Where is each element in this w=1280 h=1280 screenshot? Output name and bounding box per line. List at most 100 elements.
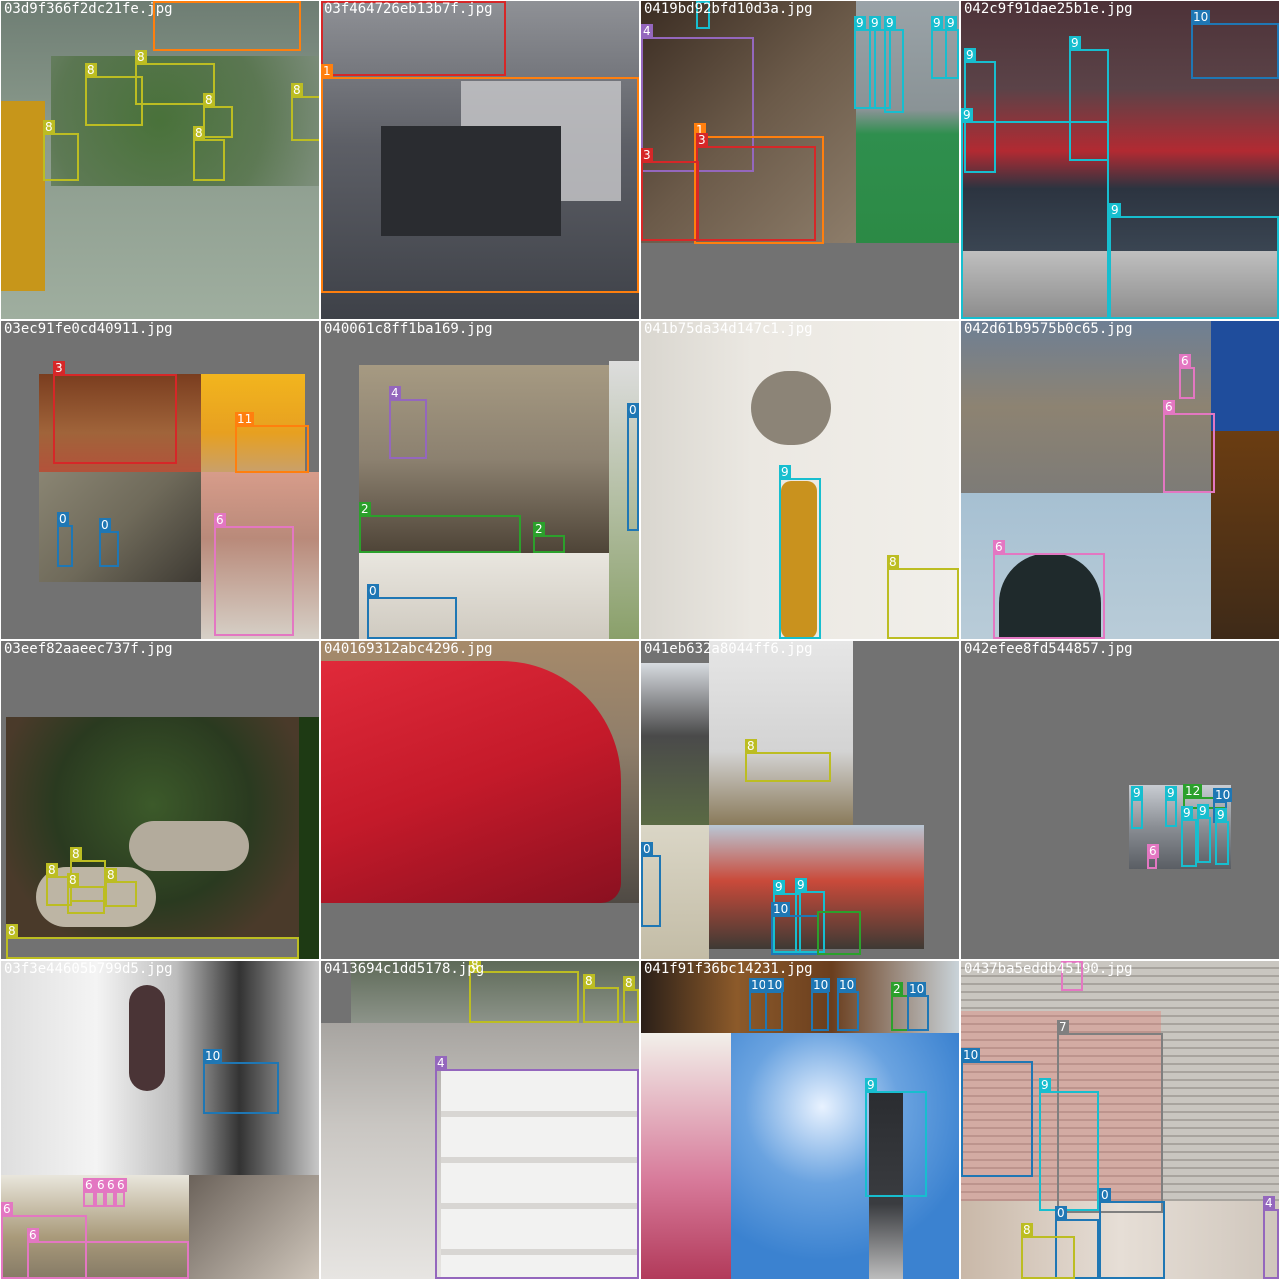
bbox-label: 0 — [641, 842, 653, 856]
bbox-label: 10 — [811, 978, 831, 992]
bbox-label: 8 — [623, 976, 635, 990]
bbox-label: 9 — [1181, 806, 1193, 820]
tile-13[interactable]: 0413694c1dd5178.jpg 8 8 8 4 — [321, 961, 639, 1279]
photo — [641, 1, 856, 243]
tile-12[interactable]: 03f3e44605b799d5.jpg 10 6 6 6 6 6 6 — [1, 961, 319, 1279]
photo-street — [39, 472, 201, 582]
bbox: 9 — [1197, 804, 1211, 863]
bbox-label: 8 — [85, 63, 97, 77]
bbox: 8 — [6, 924, 299, 959]
bbox: 6 — [27, 1228, 189, 1279]
bbox-label: 1 — [321, 64, 333, 78]
tile-filename: 0437ba5eddb45190.jpg — [964, 961, 1133, 977]
bbox-label: 6 — [1061, 961, 1073, 962]
tile-7[interactable]: 042d61b9575b0c65.jpg 6 6 6 — [961, 321, 1279, 639]
bbox-label: 6 — [105, 1178, 117, 1192]
bbox: 8 — [745, 739, 831, 782]
bbox-label: 2 — [359, 502, 371, 516]
bbox: 6 — [83, 1178, 95, 1207]
bbox-label: 11 — [235, 412, 255, 426]
bbox-label: 6 — [27, 1228, 39, 1242]
bbox-label: 8 — [70, 847, 82, 861]
bbox: 9 — [884, 16, 904, 113]
photo — [359, 365, 609, 553]
tile-5[interactable]: 040061c8ff1ba169.jpg 4 2 2 0 0 — [321, 321, 639, 639]
tile-filename: 040061c8ff1ba169.jpg — [324, 321, 493, 337]
photo-dresser — [39, 374, 201, 472]
bbox-label: 9 — [931, 16, 943, 30]
bbox-label: 8 — [193, 126, 205, 140]
bbox: 9 — [1181, 806, 1197, 867]
bbox: 6 — [105, 1178, 117, 1207]
tile-15[interactable]: 0437ba5eddb45190.jpg 6 7 10 9 0 0 8 4 — [961, 961, 1279, 1279]
bbox-label: 10 — [203, 1049, 223, 1063]
tile-1[interactable]: 03f464726eb13b7f.jpg 1 — [321, 1, 639, 319]
bbox: 0 — [367, 584, 457, 639]
bbox: 9 — [795, 878, 825, 953]
photo-right-strip — [299, 717, 319, 959]
tile-14[interactable]: 041f91f36bc14231.jpg 10 10 10 10 2 10 9 — [641, 961, 959, 1279]
tile-11[interactable]: 042efee8fd544857.jpg 9 9 12 10 9 9 9 6 — [961, 641, 1279, 959]
photo-house — [641, 663, 709, 825]
bbox-label: 4 — [641, 24, 653, 38]
bbox: 10 — [765, 978, 785, 1031]
bbox-label: 9 — [964, 48, 976, 62]
bbox: 0 — [627, 403, 639, 531]
bbox-label: 9 — [1109, 203, 1121, 217]
photo-red-car — [321, 661, 621, 903]
bbox-label: 9 — [869, 16, 881, 30]
tile-filename: 03eef82aaeec737f.jpg — [4, 641, 173, 657]
bbox: 3 — [53, 361, 177, 464]
bbox: 3 — [696, 133, 816, 241]
bbox-label: 9 — [773, 880, 785, 894]
tile-3[interactable]: 042c9f91dae25b1e.jpg 10 9 9 9 9 — [961, 1, 1279, 319]
bbox-label: 6 — [115, 1178, 127, 1192]
tile-4[interactable]: 03ec91fe0cd40911.jpg 3 11 0 0 6 — [1, 321, 319, 639]
bbox-label: 10 — [749, 978, 769, 992]
bbox-label: 4 — [435, 1056, 447, 1070]
tile-6[interactable]: 041b75da34d147c1.jpg 9 8 — [641, 321, 959, 639]
bbox-label: 9 — [779, 465, 791, 479]
photo-bonsai — [709, 641, 853, 825]
photo-mirror — [129, 985, 165, 1091]
bbox: 4 — [1263, 1196, 1279, 1279]
bbox: 1 — [694, 123, 824, 244]
tile-9[interactable]: 040169312abc4296.jpg — [321, 641, 639, 959]
bbox-label: 2 — [891, 982, 903, 996]
bbox-label: 6 — [83, 1178, 95, 1192]
photo-vase — [751, 371, 831, 445]
bbox: 2 — [359, 502, 521, 553]
bbox-label: 9 — [1215, 808, 1227, 822]
photo-food-truck — [709, 825, 924, 949]
bbox-label: 8 — [469, 961, 481, 972]
bbox: 11 — [235, 412, 309, 473]
bbox: 9 — [961, 108, 1109, 319]
bbox-label: 9 — [854, 16, 866, 30]
bbox: 6 — [993, 540, 1105, 639]
photo-bottom — [961, 1201, 1279, 1279]
bbox-label: 9 — [1069, 36, 1081, 50]
bbox: 7 — [1057, 1020, 1163, 1213]
photo-green — [856, 1, 959, 243]
bbox-label: 3 — [641, 148, 653, 162]
tile-10[interactable]: 041eb632a8044ff6.jpg 8 0 9 9 10 — [641, 641, 959, 959]
bbox: 0 — [1055, 1206, 1099, 1279]
tile-0[interactable]: 03d9f366f2dc21fe.jpg 8 8 8 8 8 8 — [1, 1, 319, 319]
tile-filename: 03ec91fe0cd40911.jpg — [4, 321, 173, 337]
bbox-label: 8 — [43, 120, 55, 134]
bbox: 3 — [641, 148, 699, 241]
bbox: 8 — [887, 555, 959, 639]
photo-bin — [999, 553, 1101, 639]
tile-8[interactable]: 03eef82aaeec737f.jpg 8 8 8 8 8 — [1, 641, 319, 959]
bbox: 4 — [389, 386, 427, 459]
bbox-label: 8 — [887, 555, 899, 569]
photo-sky — [731, 1033, 959, 1279]
bbox-label: 10 — [1191, 10, 1211, 24]
tile-filename: 042efee8fd544857.jpg — [964, 641, 1133, 657]
bbox — [321, 1, 506, 76]
photo-overlay — [961, 1011, 1161, 1201]
bbox-label: 9 — [865, 1078, 877, 1092]
tile-filename: 040169312abc4296.jpg — [324, 641, 493, 657]
tile-2[interactable]: 0419bd92bfd10d3a.jpg 4 1 3 3 9 9 9 9 9 — [641, 1, 959, 319]
